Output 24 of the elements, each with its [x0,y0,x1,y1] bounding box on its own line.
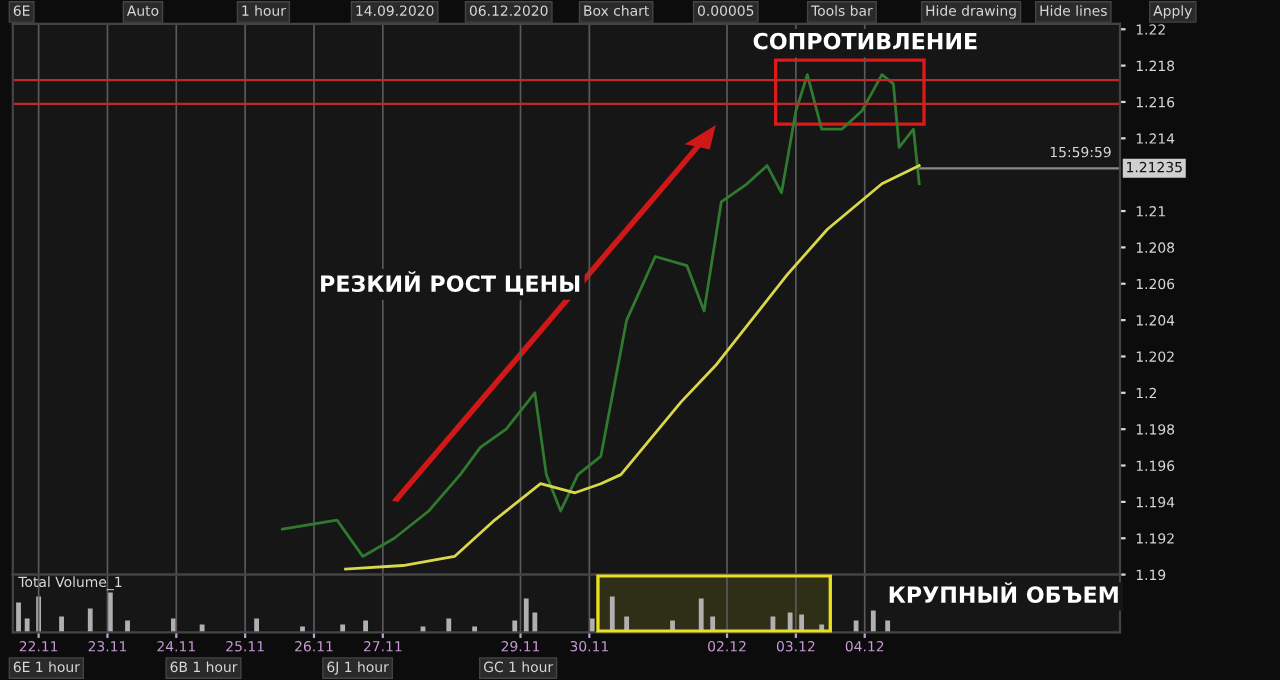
bar [609,596,615,633]
bar [446,618,452,633]
bar [853,620,859,633]
bar [523,598,529,633]
bar [340,624,346,633]
bar [885,620,891,633]
bar [363,620,369,633]
bar [87,608,93,633]
bar [589,618,595,633]
bar [59,616,64,633]
annotation: РЕЗКИЙ РОСТ ЦЕНЫ [321,271,580,296]
bar [107,592,113,633]
annotation: СОПРОТИВЛЕНИЕ [753,32,977,50]
bar [698,598,704,633]
bar [24,618,30,633]
bar [787,612,793,633]
bar [512,620,518,633]
bar [870,610,876,633]
line-series [281,73,921,558]
bar [199,624,205,633]
bar [254,618,260,633]
bar [125,620,130,633]
bar [16,602,21,633]
annotation: КРУПНЫЙ ОБЪЕМ [889,582,1118,604]
